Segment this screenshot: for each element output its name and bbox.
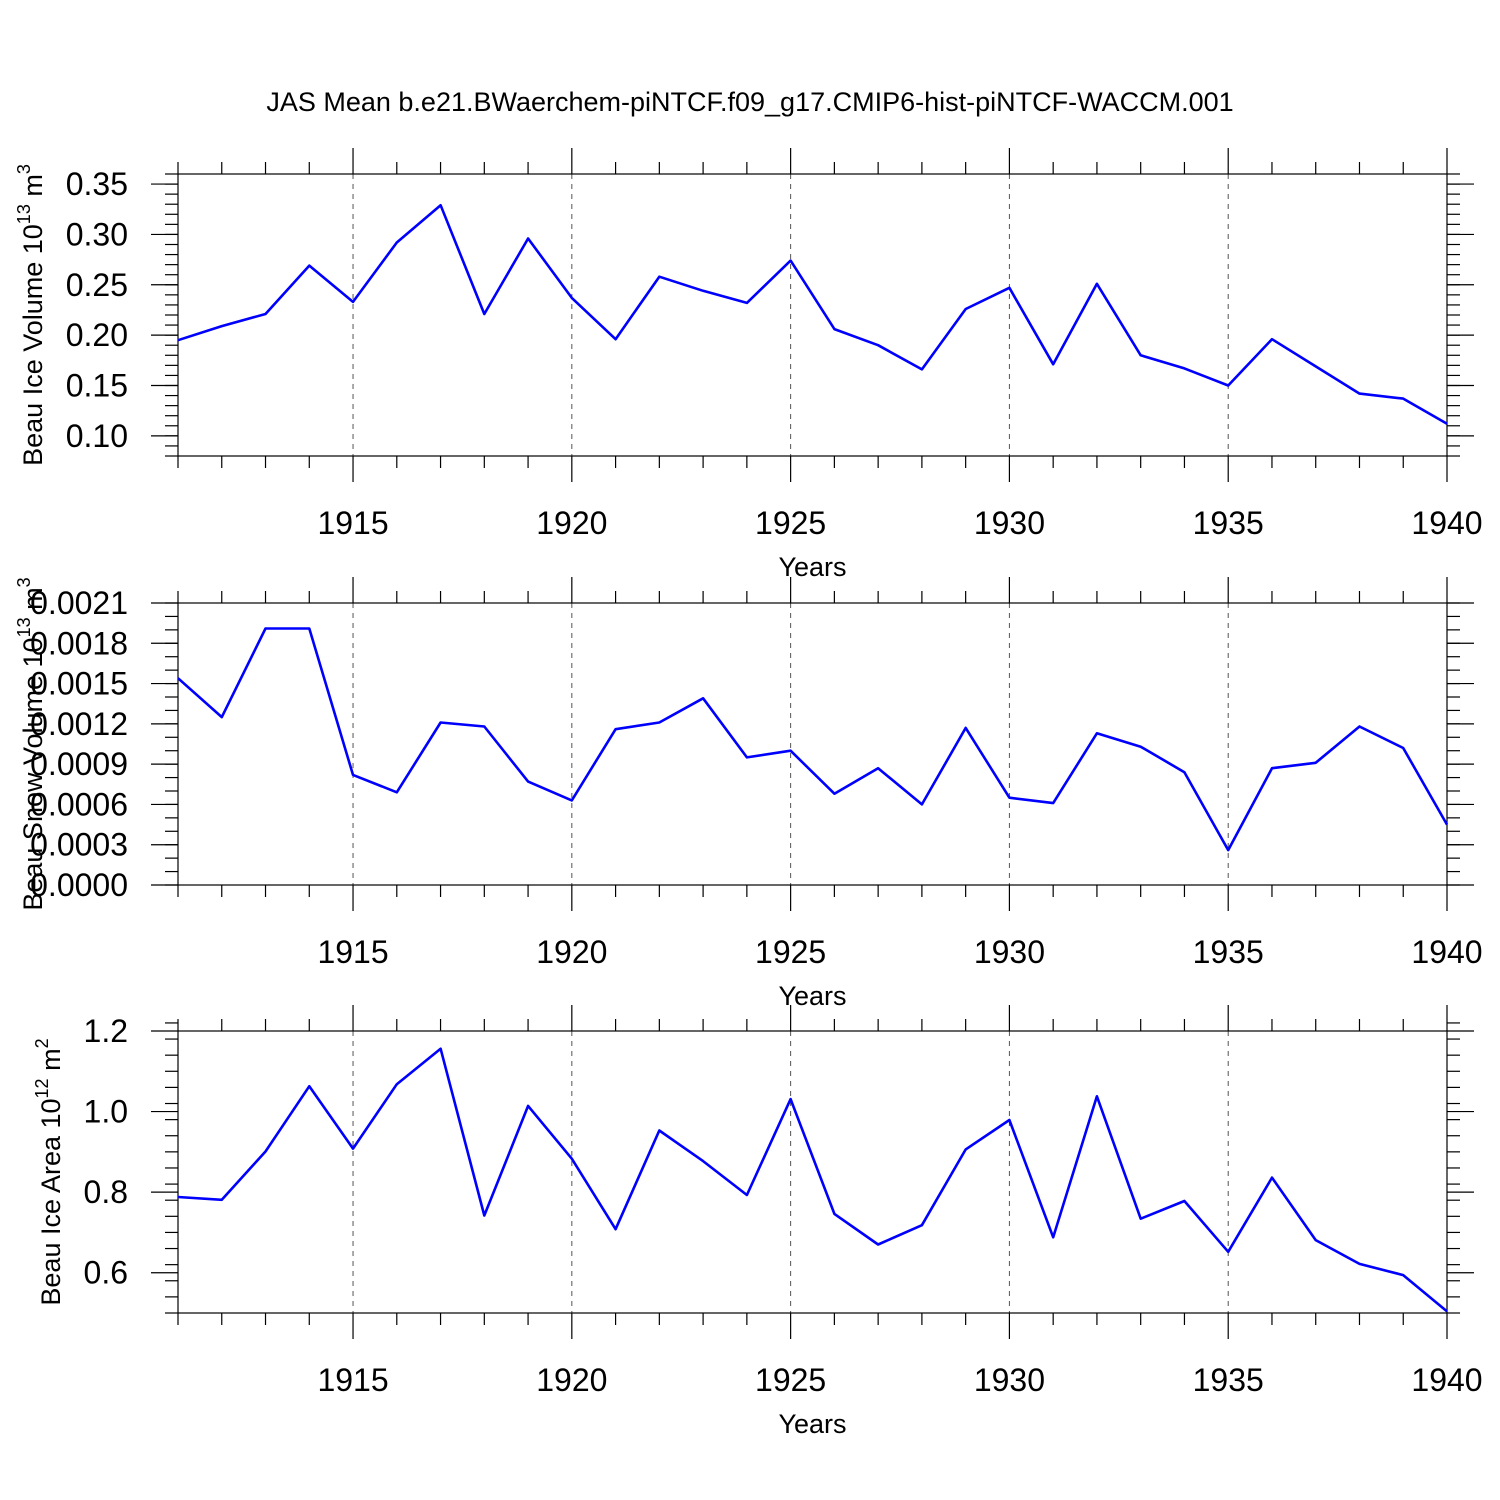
x-tick-label: 1925 <box>755 934 826 970</box>
y-tick-label: 0.20 <box>66 317 128 353</box>
x-tick-label: 1920 <box>536 505 607 541</box>
y-tick-label: 0.8 <box>84 1174 128 1210</box>
x-axis-label: Years <box>778 981 846 1011</box>
panel-snow-volume: 1915 1920 1925 1930 1935 1940 Years 0.0021 0.001… <box>14 577 1483 1011</box>
plot-frame <box>177 1030 1448 1314</box>
series-line <box>177 203 1448 425</box>
x-tick-label: 1915 <box>317 934 388 970</box>
y-tick-label: 0.0006 <box>30 786 128 822</box>
y-tick-label: 0.0003 <box>30 827 128 863</box>
figure-title: JAS Mean b.e21.BWaerchem-piNTCF.f09_g17.… <box>266 87 1233 117</box>
y-axis-label: Beau Snow Volume 1013 m3 <box>14 577 48 910</box>
x-axis-label: Years <box>778 552 846 582</box>
y-tick-label: 0.30 <box>66 216 128 252</box>
plot-frame <box>177 602 1448 886</box>
y-tick-label: 0.15 <box>66 368 128 404</box>
x-tick-label: 1915 <box>317 505 388 541</box>
y-axis-label: Beau Ice Volume 1013 m3 <box>14 164 48 466</box>
y-axis-label: Beau Ice Area 1012 m2 <box>32 1038 66 1305</box>
x-tick-label: 1925 <box>755 1362 826 1398</box>
x-tick-label: 1925 <box>755 505 826 541</box>
x-tick-label: 1935 <box>1193 505 1264 541</box>
x-tick-label: 1940 <box>1411 505 1482 541</box>
x-tick-label: 1920 <box>536 934 607 970</box>
x-tick-label: 1940 <box>1411 1362 1482 1398</box>
x-axis-label: Years <box>778 1409 846 1439</box>
y-tick-label: 1.0 <box>84 1094 128 1130</box>
y-tick-label: 0.35 <box>66 166 128 202</box>
y-tick-label: 0.0012 <box>30 706 128 742</box>
y-tick-label: 0.0000 <box>30 867 128 903</box>
x-tick-label: 1930 <box>974 1362 1045 1398</box>
x-tick-label: 1915 <box>317 1362 388 1398</box>
y-tick-label: 0.25 <box>66 267 128 303</box>
plot-frame <box>177 173 1448 457</box>
panel-ice-volume: 1915 1920 1925 1930 1935 1940 Years 0.35 0.30 0.2… <box>14 148 1483 582</box>
series-line <box>177 627 1449 852</box>
x-tick-label: 1920 <box>536 1362 607 1398</box>
panel-ice-area: 1915 1920 1925 1930 1935 1940 Years 1.2 1.0 0.8 0.… <box>32 1005 1483 1439</box>
series-line <box>177 1047 1448 1313</box>
x-tick-label: 1935 <box>1193 934 1264 970</box>
y-tick-label: 0.0021 <box>30 585 128 621</box>
x-tick-label: 1940 <box>1411 934 1482 970</box>
y-tick-label: 0.6 <box>84 1255 128 1291</box>
y-tick-label: 0.0009 <box>30 746 128 782</box>
y-tick-label: 0.10 <box>66 418 128 454</box>
x-tick-label: 1935 <box>1193 1362 1264 1398</box>
y-tick-label: 1.2 <box>84 1013 128 1049</box>
x-tick-label: 1930 <box>974 934 1045 970</box>
y-tick-label: 0.0015 <box>30 666 128 702</box>
x-tick-label: 1930 <box>974 505 1045 541</box>
y-tick-label: 0.0018 <box>30 625 128 661</box>
